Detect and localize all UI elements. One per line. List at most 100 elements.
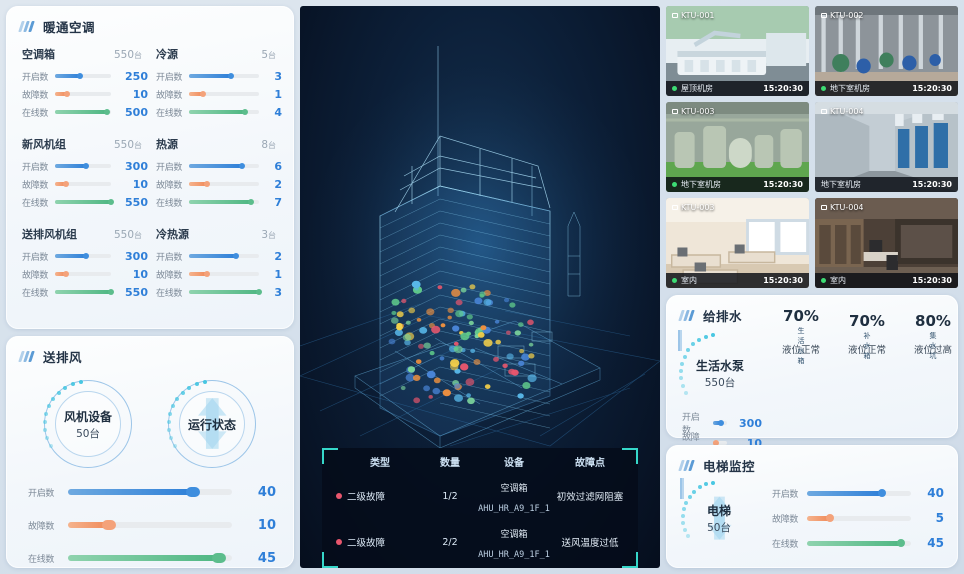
metric-row[interactable]: 在线数 45 (772, 535, 944, 551)
metric-row[interactable]: 在线数 500 (22, 103, 148, 121)
metric-slider-track[interactable] (189, 289, 262, 295)
metric-row[interactable]: 在线数 7 (156, 193, 282, 211)
metric-row[interactable]: 开启数 300 (682, 413, 762, 436)
metric-slider-knob[interactable] (108, 289, 114, 295)
metric-label: 开启数 (156, 72, 183, 83)
metric-row[interactable]: 在线数 550 (22, 193, 148, 211)
metric-row[interactable]: 故障数 5 (772, 510, 944, 526)
metric-slider-track[interactable] (55, 109, 111, 115)
metric-slider-knob[interactable] (185, 487, 200, 497)
camera-tile[interactable]: KTU-002 地下室机房 15:20:30 (815, 6, 958, 96)
metric-label: 开启数 (28, 488, 55, 499)
metric-row[interactable]: 故障数 10 (22, 85, 148, 103)
metric-label: 开启数 (22, 252, 49, 263)
gauge-outer-ring (44, 380, 132, 468)
metric-slider-knob[interactable] (63, 271, 70, 277)
metric-row[interactable]: 开启数 250 (22, 67, 148, 85)
metric-row[interactable]: 在线数 4 (156, 103, 282, 121)
metric-slider-track[interactable] (807, 514, 911, 522)
metric-slider-knob[interactable] (203, 181, 210, 187)
metric-slider-track[interactable] (807, 539, 911, 547)
metric-slider-knob[interactable] (211, 553, 226, 563)
metric-slider-knob[interactable] (108, 199, 114, 205)
metric-slider-track[interactable] (807, 489, 911, 497)
metric-slider-knob[interactable] (77, 73, 84, 79)
metric-slider-track[interactable] (55, 199, 114, 205)
metric-slider-knob[interactable] (232, 253, 239, 259)
camera-tile[interactable]: KTU-003 室内 15:20:30 (666, 198, 809, 288)
metric-row[interactable]: 开启数 300 (22, 157, 148, 175)
camera-tile[interactable]: KTU-004 地下室机房 15:20:30 (815, 102, 958, 192)
metric-slider-track[interactable] (55, 73, 111, 79)
metric-slider-knob[interactable] (82, 163, 89, 169)
metric-slider-knob[interactable] (712, 440, 719, 446)
metric-slider-track[interactable] (712, 440, 727, 446)
metric-slider-knob[interactable] (200, 91, 206, 97)
metric-slider-knob[interactable] (825, 514, 834, 522)
metric-slider-track[interactable] (189, 271, 259, 277)
metric-value: 3 (274, 69, 282, 83)
metric-slider-knob[interactable] (82, 253, 89, 259)
metric-row[interactable]: 故障数 1 (156, 85, 282, 103)
metric-slider-track[interactable] (55, 289, 114, 295)
table-row[interactable]: 二级故障 1/2 空调箱 AHU_HR_A9_1F_1 初效过滤网阻塞 (322, 473, 638, 519)
metric-row[interactable]: 开启数 40 (28, 482, 276, 502)
metric-slider-knob[interactable] (247, 199, 254, 205)
metric-slider-knob[interactable] (102, 520, 116, 530)
elevator-panel-title: 电梯监控 (703, 459, 756, 474)
metric-slider-track[interactable] (189, 253, 259, 259)
camera-location: 屋顶机房 (672, 83, 713, 94)
metric-slider-track[interactable] (189, 109, 259, 115)
metric-slider-track[interactable] (713, 420, 727, 426)
camera-tile[interactable]: KTU-001 屋顶机房 15:20:30 (666, 6, 809, 96)
metric-slider-knob[interactable] (64, 91, 71, 97)
metric-slider-track[interactable] (189, 163, 259, 169)
camera-tile[interactable]: KTU-004 室内 15:20:30 (815, 198, 958, 288)
metric-slider-knob[interactable] (63, 181, 70, 187)
metric-slider-track[interactable] (189, 199, 259, 205)
metric-row[interactable]: 开启数 6 (156, 157, 282, 175)
metric-slider-knob[interactable] (256, 289, 262, 295)
tank-item[interactable]: 80% 集水坑 液位过高 (900, 313, 964, 360)
metric-slider-track[interactable] (55, 181, 111, 187)
metric-row[interactable]: 故障数 1 (156, 265, 282, 283)
building-3d-view[interactable]: 类型 数量 设备 故障点 二级故障 1/2 空调箱 AHU_HR_A9_1F_1 初效… (300, 6, 660, 568)
camera-tile[interactable]: KTU-003 地下室机房 15:20:30 (666, 102, 809, 192)
metric-slider-knob[interactable] (877, 489, 886, 497)
metric-slider-knob[interactable] (203, 271, 210, 277)
metric-slider-track[interactable] (189, 181, 259, 187)
metric-row[interactable]: 故障数 10 (22, 265, 148, 283)
metric-slider-track[interactable] (189, 91, 259, 97)
metric-slider-track[interactable] (55, 163, 111, 169)
metric-slider-fill (55, 74, 81, 78)
metric-slider-track[interactable] (55, 91, 111, 97)
metric-slider-track[interactable] (55, 271, 111, 277)
metric-row[interactable]: 在线数 3 (156, 283, 282, 301)
table-row[interactable]: 三级故障 1/3 空调箱 AHU_HR_A9_1F_1 电源故障 (322, 565, 638, 568)
fan-gauge[interactable]: 风机设备 50台 (42, 378, 134, 470)
tank-item[interactable]: 70% 补水箱 液位正常 (834, 313, 900, 360)
fan-gauge[interactable]: 运行状态 (166, 378, 258, 470)
metric-row[interactable]: 在线数 45 (28, 548, 276, 568)
metric-slider-knob[interactable] (896, 539, 905, 547)
metric-slider-knob[interactable] (717, 420, 724, 426)
metric-slider-track[interactable] (68, 520, 232, 530)
tank-item[interactable]: 70% 生活水箱 液位正常 (768, 308, 834, 365)
metric-row[interactable]: 故障数 10 (28, 515, 276, 535)
metric-row[interactable]: 开启数 2 (156, 247, 282, 265)
metric-row[interactable]: 在线数 550 (22, 283, 148, 301)
metric-row[interactable]: 故障数 10 (22, 175, 148, 193)
metric-slider-track[interactable] (68, 553, 232, 563)
metric-slider-track[interactable] (68, 487, 232, 497)
metric-slider-knob[interactable] (103, 109, 110, 115)
metric-row[interactable]: 开启数 40 (772, 485, 944, 501)
metric-row[interactable]: 开启数 3 (156, 67, 282, 85)
metric-slider-track[interactable] (55, 253, 111, 259)
metric-row[interactable]: 开启数 300 (22, 247, 148, 265)
metric-slider-knob[interactable] (242, 109, 248, 115)
metric-row[interactable]: 故障数 2 (156, 175, 282, 193)
metric-slider-knob[interactable] (228, 73, 234, 79)
table-row[interactable]: 二级故障 2/2 空调箱 AHU_HR_A9_1F_1 送风温度过低 (322, 519, 638, 565)
metric-slider-knob[interactable] (238, 163, 245, 169)
metric-slider-track[interactable] (189, 73, 259, 79)
